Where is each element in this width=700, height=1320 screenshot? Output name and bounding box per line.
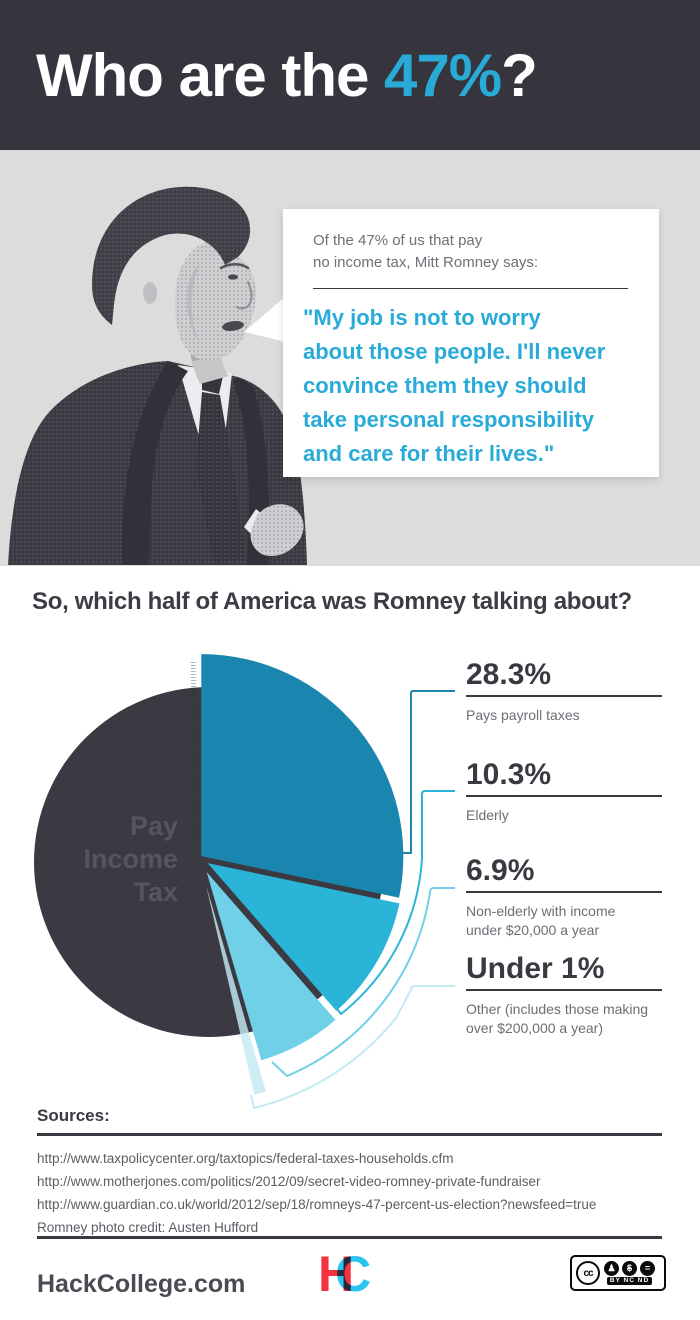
callout-other: Under 1% Other (includes those making ov… bbox=[466, 954, 662, 1038]
cc-nc-dollar-icon: $ bbox=[622, 1261, 637, 1276]
source-link[interactable]: http://www.taxpolicycenter.org/taxtopics… bbox=[37, 1151, 454, 1166]
chart-heading: So, which half of America was Romney tal… bbox=[32, 588, 632, 615]
header-banner: Who are the 47%? bbox=[0, 0, 700, 150]
quote-line: about those people. I'll never bbox=[303, 339, 606, 364]
callout-rule bbox=[466, 989, 662, 991]
callout-rule bbox=[466, 695, 662, 697]
callout-elderly: 10.3% Elderly bbox=[466, 760, 662, 825]
callout-non-elderly: 6.9% Non-elderly with income under $20,0… bbox=[466, 856, 662, 940]
callout-percent: 28.3% bbox=[466, 658, 552, 691]
callout-label: Elderly bbox=[466, 807, 509, 823]
callout-percent: Under 1% bbox=[466, 952, 605, 985]
quote-intro-line: no income tax, Mitt Romney says: bbox=[313, 254, 539, 271]
quote-line: convince them they should bbox=[303, 373, 587, 398]
sources-rule bbox=[37, 1133, 662, 1136]
quote-line: and care for their lives." bbox=[303, 441, 555, 466]
footer-rule bbox=[37, 1236, 662, 1239]
title-highlight-47: 47% bbox=[384, 41, 502, 109]
sources-list: http://www.taxpolicycenter.org/taxtopics… bbox=[37, 1147, 662, 1239]
callout-percent: 6.9% bbox=[466, 854, 535, 887]
pie-chart bbox=[34, 654, 455, 1109]
title-prefix: Who are the bbox=[36, 41, 385, 109]
romney-photo bbox=[8, 186, 307, 565]
sources-heading: Sources: bbox=[37, 1106, 110, 1125]
source-link[interactable]: http://www.motherjones.com/politics/2012… bbox=[37, 1174, 541, 1189]
quote-intro: Of the 47% of us that pay no income tax,… bbox=[313, 230, 629, 274]
photo-credit: Romney photo credit: Austen Hufford bbox=[37, 1220, 259, 1235]
title-suffix: ? bbox=[501, 41, 538, 109]
quote-line: take personal responsibility bbox=[303, 407, 594, 432]
quote-line: "My job is not to worry bbox=[303, 305, 541, 330]
cc-by-person-icon: ♟ bbox=[604, 1261, 619, 1276]
page-title: Who are the 47%? bbox=[36, 41, 538, 110]
callout-label: Non-elderly with income under $20,000 a … bbox=[466, 903, 616, 938]
pie-center-label: Pay Income Tax bbox=[83, 811, 178, 907]
hero-section: Of the 47% of us that pay no income tax,… bbox=[0, 150, 700, 566]
source-link[interactable]: http://www.guardian.co.uk/world/2012/sep… bbox=[37, 1197, 597, 1212]
bubble-divider bbox=[313, 288, 628, 289]
callout-percent: 10.3% bbox=[466, 758, 552, 791]
cc-nd-equals-icon: = bbox=[640, 1261, 655, 1276]
quote-intro-line: Of the 47% of us that pay bbox=[313, 232, 483, 249]
hackcollege-logo[interactable]: HC bbox=[318, 1246, 372, 1302]
speech-bubble: Of the 47% of us that pay no income tax,… bbox=[283, 209, 659, 477]
callout-rule bbox=[466, 795, 662, 797]
site-name[interactable]: HackCollege.com bbox=[37, 1270, 246, 1298]
callout-pays-payroll-taxes: 28.3% Pays payroll taxes bbox=[466, 660, 662, 725]
callout-rule bbox=[466, 891, 662, 893]
callout-label: Pays payroll taxes bbox=[466, 707, 580, 723]
creative-commons-badge[interactable]: cc ♟ $ = BY NC ND bbox=[570, 1255, 666, 1291]
callout-label: Other (includes those making over $200,0… bbox=[466, 1001, 649, 1036]
cc-logo-icon: cc bbox=[576, 1261, 600, 1285]
cc-terms-label: BY NC ND bbox=[606, 1277, 653, 1285]
romney-quote: "My job is not to worry about those peop… bbox=[303, 301, 629, 471]
